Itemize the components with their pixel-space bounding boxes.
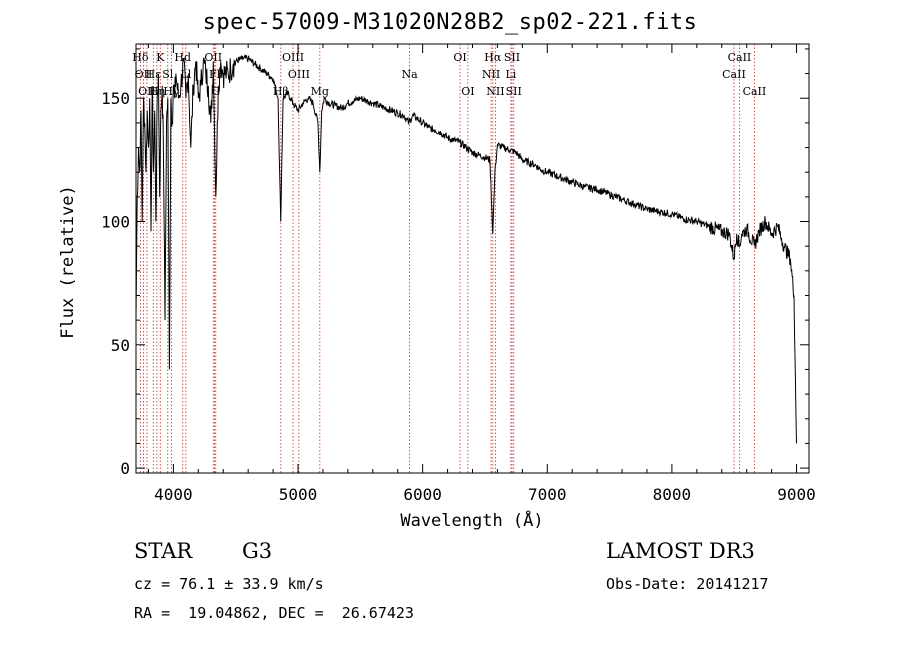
x-axis-ticks: 4000 5000 6000 7000 8000 9000 bbox=[147, 44, 816, 504]
x-tick-label: 7000 bbox=[528, 485, 567, 504]
x-tick-label: 9000 bbox=[777, 485, 816, 504]
x-tick-label: 4000 bbox=[154, 485, 193, 504]
y-tick-label: 100 bbox=[101, 213, 130, 232]
y-axis-ticks: 0 50 100 150 bbox=[101, 48, 809, 478]
line-label-17: Na bbox=[401, 68, 418, 81]
spectral-line-markers bbox=[139, 44, 755, 473]
obs-date: Obs-Date: 20141217 bbox=[606, 575, 769, 593]
line-label-12: G bbox=[211, 85, 220, 98]
line-label-28: CaII bbox=[743, 85, 767, 98]
x-axis-label: Wavelength (Å) bbox=[400, 511, 544, 531]
object-class: STAR bbox=[134, 539, 193, 563]
survey-name: LAMOST DR3 bbox=[606, 539, 755, 563]
line-label-7: Hγ bbox=[163, 85, 180, 98]
plot-frame bbox=[135, 43, 810, 474]
line-label-5: K bbox=[156, 51, 165, 64]
object-subclass: G3 bbox=[242, 539, 273, 563]
line-label-25: SII bbox=[506, 85, 522, 98]
y-tick-label: 50 bbox=[111, 336, 130, 355]
x-tick-label: 5000 bbox=[279, 485, 318, 504]
coordinates: RA = 19.04862, DEC = 26.67423 bbox=[134, 604, 414, 622]
line-label-18: OI bbox=[453, 51, 466, 64]
line-label-22: NII bbox=[486, 85, 504, 98]
line-label-21: NII bbox=[482, 68, 500, 81]
x-tick-label: 6000 bbox=[403, 485, 442, 504]
line-label-23: SII bbox=[504, 51, 520, 64]
x-tick-label: 8000 bbox=[653, 485, 692, 504]
line-label-14: OIII bbox=[282, 51, 304, 64]
redshift-text: cz = 76.1 ± 33.9 km/s bbox=[134, 575, 324, 593]
line-label-6: Sl bbox=[162, 68, 174, 81]
spectrum-line bbox=[135, 54, 797, 444]
y-axis-label: Flux (relative) bbox=[58, 185, 78, 339]
chart-title: spec-57009-M31020N28B2_sp02-221.fits bbox=[202, 10, 698, 35]
line-label-0: Hδ bbox=[132, 51, 149, 64]
y-tick-label: 0 bbox=[120, 459, 130, 478]
line-label-15: OIII bbox=[288, 68, 310, 81]
line-label-16: Mg bbox=[311, 85, 329, 98]
line-label-19: OI bbox=[461, 85, 474, 98]
y-tick-label: 150 bbox=[101, 89, 130, 108]
line-label-20: Hα bbox=[484, 51, 502, 64]
line-label-10: OII bbox=[204, 51, 222, 64]
line-label-26: CaII bbox=[722, 68, 746, 81]
line-label-11: Fl bbox=[209, 68, 221, 81]
line-label-27: CaII bbox=[728, 51, 752, 64]
line-label-9: Ll bbox=[180, 68, 191, 81]
line-label-24: Li bbox=[505, 68, 516, 81]
line-label-1: OII bbox=[135, 68, 153, 81]
line-label-2: OII bbox=[138, 85, 156, 98]
line-label-3: Hε bbox=[146, 68, 162, 81]
line-label-8: Hd bbox=[174, 51, 191, 64]
